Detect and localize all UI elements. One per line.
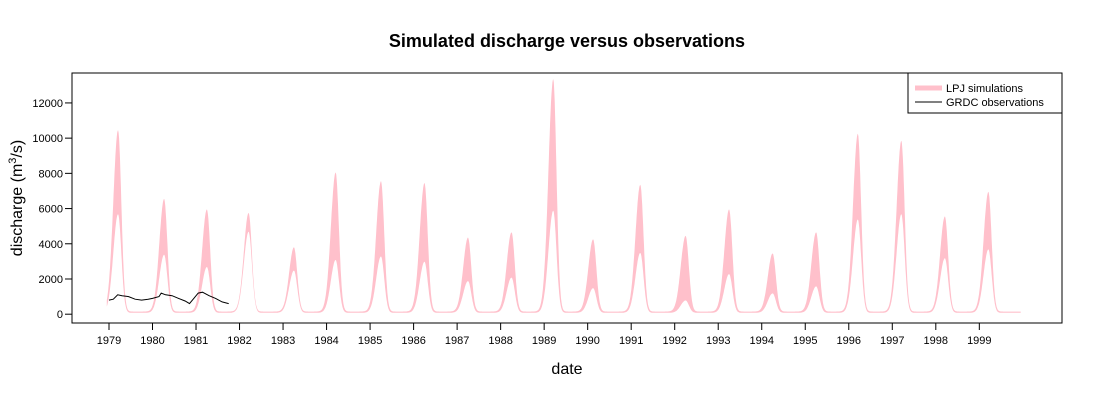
x-axis: 1979 1980 1981 1982 1983 1984 1985 1986 1987 1988… [97, 322, 992, 347]
legend-label-simulations: LPJ simulations [946, 83, 1024, 95]
y-axis-title-main: discharge (m [9, 164, 26, 256]
legend-label-observations: GRDC observations [946, 97, 1044, 109]
x-tick-label: 1982 [227, 335, 251, 347]
observation-line [108, 291, 229, 305]
x-tick-label: 1991 [619, 335, 643, 347]
y-tick-label: 4000 [39, 239, 63, 251]
x-tick-label: 1989 [532, 335, 556, 347]
x-tick-label: 1996 [837, 335, 861, 347]
x-tick-label: 1984 [314, 335, 338, 347]
x-tick-label: 1980 [140, 335, 164, 347]
x-tick-label: 1983 [271, 335, 295, 347]
x-tick-label: 1985 [358, 335, 382, 347]
x-tick-label: 1997 [880, 335, 904, 347]
x-axis-title: date [551, 361, 582, 378]
y-axis-title: discharge (m3/s) [7, 140, 26, 256]
y-axis: 0 2000 4000 6000 8000 10000 12000 [32, 98, 72, 321]
x-tick-label: 1988 [488, 335, 512, 347]
chart-title: Simulated discharge versus observations [389, 31, 745, 51]
x-tick-label: 1981 [184, 335, 208, 347]
x-tick-label: 1998 [924, 335, 948, 347]
y-tick-label: 12000 [32, 98, 63, 110]
x-tick-label: 1979 [97, 335, 121, 347]
simulation-band-layer [106, 79, 1021, 313]
y-axis-title-sup: 3 [7, 158, 19, 164]
x-tick-label: 1993 [706, 335, 730, 347]
x-tick-label: 1992 [662, 335, 686, 347]
legend-box [907, 72, 1063, 114]
x-tick-label: 1986 [401, 335, 425, 347]
simulation-band [106, 79, 1021, 313]
x-tick-label: 1999 [967, 335, 991, 347]
y-tick-label: 10000 [32, 133, 63, 145]
y-tick-label: 0 [57, 309, 63, 321]
legend: LPJ simulations GRDC observations [907, 72, 1063, 114]
y-axis-title-end: /s) [9, 140, 26, 158]
x-tick-label: 1987 [445, 335, 469, 347]
y-tick-label: 8000 [39, 168, 63, 180]
y-tick-label: 2000 [39, 274, 63, 286]
x-tick-label: 1990 [575, 335, 599, 347]
x-tick-label: 1995 [793, 335, 817, 347]
observation-line-layer [108, 291, 229, 305]
y-tick-label: 6000 [39, 204, 63, 216]
x-tick-label: 1994 [749, 335, 773, 347]
